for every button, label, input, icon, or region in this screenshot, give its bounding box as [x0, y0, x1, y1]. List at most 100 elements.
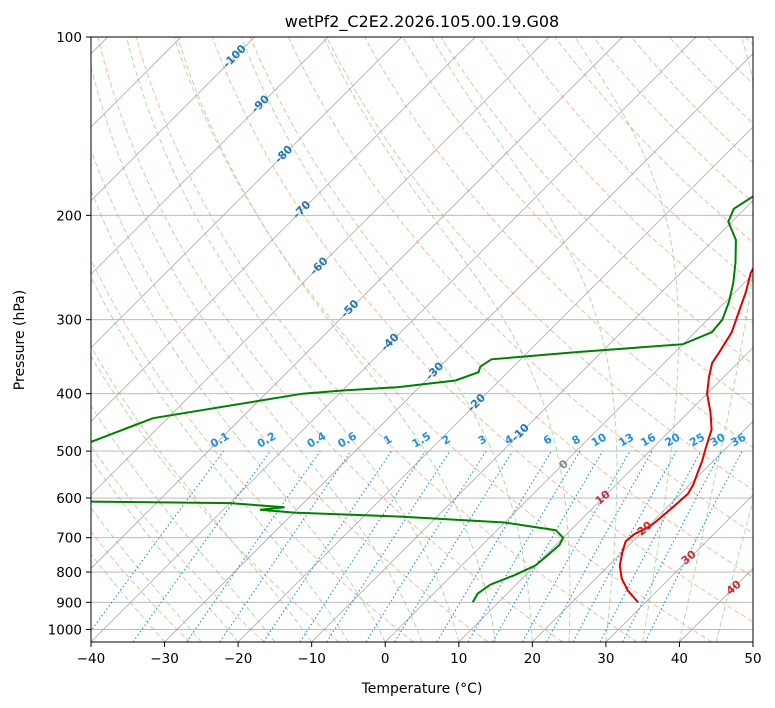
mixing-ratio-line: [572, 450, 677, 642]
dry-adiabat-line: [364, 37, 753, 449]
dry-adiabat-line: [97, 37, 563, 642]
mixing-ratio-label: 0.6: [336, 429, 360, 450]
x-tick-label: −40: [77, 651, 106, 667]
isotherm-line: [91, 37, 403, 349]
y-tick-label: 200: [56, 208, 82, 224]
mixing-ratio-line: [299, 450, 426, 642]
y-tick-label: 900: [56, 595, 82, 611]
sounding-traces: [91, 195, 753, 603]
y-tick-label: 400: [56, 387, 82, 403]
isotherm-line: [91, 37, 329, 275]
moist-adiabat-label: 30: [679, 547, 699, 567]
mixing-ratio-line: [644, 450, 743, 642]
mixing-ratio-line: [546, 450, 653, 642]
moist-adiabat-line: [91, 188, 386, 642]
dry-adiabat-line: [91, 148, 489, 642]
dry-adiabat-line: [91, 531, 191, 642]
mixing-ratio-label: 25: [687, 431, 707, 450]
isotherm-line: [91, 37, 255, 202]
axes: -100-90-80-70-60-50-40-30-20-100.1 0.2 0.4…: [48, 30, 762, 667]
moist-adiabat-line: [91, 275, 349, 642]
dry-adiabat-line: [91, 445, 265, 642]
y-axis-label: Pressure (hPa): [12, 290, 28, 390]
mixing-ratio-label: 2: [440, 433, 453, 448]
mixing-ratio-label: 16: [638, 430, 658, 449]
x-tick-label: 30: [597, 651, 614, 667]
isotherm-line: [458, 347, 753, 642]
moist-adiabat-line: [91, 507, 202, 642]
mixing-ratio-line: [467, 450, 581, 642]
isotherm-label: -70: [290, 198, 313, 221]
moist-adiabat-line: [678, 37, 753, 642]
isotherm-line: [237, 126, 753, 642]
dry-adiabat-line: [516, 37, 753, 284]
mixing-ratio-label: 20: [663, 430, 683, 449]
y-tick-label: 300: [56, 313, 82, 329]
isotherm-line: [532, 420, 753, 642]
y-tick-label: 500: [56, 444, 82, 460]
x-tick-label: 50: [744, 651, 761, 667]
dry-adiabat-line: [91, 355, 340, 642]
y-tick-label: 800: [56, 565, 82, 581]
moist-adiabat-line: [241, 37, 533, 642]
isotherm-line: [384, 273, 753, 642]
mixing-ratio-line: [522, 450, 631, 642]
chart-title: wetPf2_C2E2.2026.105.00.19.G08: [285, 12, 559, 32]
moist-adiabat-line: [91, 345, 313, 642]
isotherm-label: -40: [378, 330, 401, 353]
isotherm-label: -20: [465, 391, 488, 414]
x-tick-label: 10: [450, 651, 467, 667]
mixing-ratio-line: [394, 450, 514, 642]
isotherm-label: -90: [249, 92, 272, 115]
moist-adiabat-label: 0: [557, 457, 571, 472]
x-tick-label: 0: [381, 651, 390, 667]
y-tick-label: 100: [56, 30, 82, 46]
isotherm-label: -60: [307, 254, 330, 277]
dry-adiabat-line: [91, 258, 414, 642]
mixing-ratio-line: [186, 450, 321, 642]
dry-adiabat-line: [478, 37, 753, 324]
moist-adiabat-line: [91, 458, 239, 642]
mixing-ratio-label: 36: [728, 430, 748, 449]
dry-adiabat-line: [211, 37, 753, 623]
temperature-line: [618, 266, 753, 603]
x-tick-label: 40: [671, 651, 688, 667]
isotherm-line: [752, 641, 753, 642]
dry-adiabat-line: [326, 37, 753, 491]
mixing-ratio-label: 1: [381, 433, 394, 448]
y-tick-label: 1000: [48, 622, 82, 638]
dry-adiabat-line: [745, 37, 753, 46]
y-tick-label: 600: [56, 491, 82, 507]
dewpoint-line: [91, 195, 753, 603]
dry-adiabat-line: [707, 37, 753, 85]
isotherm-label: -50: [338, 297, 361, 320]
x-axis-label: Temperature (°C): [361, 681, 483, 697]
isotherm-line: [311, 200, 753, 642]
mixing-ratio-label: 8: [570, 433, 583, 448]
mixing-ratio-line: [599, 450, 702, 642]
moist-adiabat-line: [91, 405, 276, 642]
isotherm-label: -30: [423, 359, 446, 382]
mixing-ratio-line: [622, 450, 722, 642]
mixing-ratio-label: 10: [589, 430, 609, 449]
dry-adiabat-line: [249, 37, 753, 578]
x-tick-label: −10: [297, 651, 326, 667]
mixing-ratio-line: [326, 450, 451, 642]
dry-adiabat-line: [554, 37, 753, 244]
isotherm-line: [164, 52, 753, 642]
mixing-ratio-line: [132, 450, 271, 642]
moist-adiabat-line: [177, 37, 497, 642]
y-tick-label: 700: [56, 531, 82, 547]
dry-adiabat-line: [592, 37, 753, 204]
isotherm-line: [605, 494, 753, 642]
dry-adiabat-line: [135, 37, 638, 642]
moist-adiabat-line: [715, 498, 753, 642]
dry-adiabat-line: [440, 37, 753, 365]
moist-adiabat-line: [91, 64, 423, 642]
moist-adiabat-line: [430, 37, 618, 642]
x-tick-label: −30: [150, 651, 179, 667]
background-grid: [91, 37, 753, 642]
isotherm-line: [91, 37, 476, 422]
mixing-ratio-line: [263, 450, 392, 642]
moist-adiabat-line: [574, 37, 680, 642]
